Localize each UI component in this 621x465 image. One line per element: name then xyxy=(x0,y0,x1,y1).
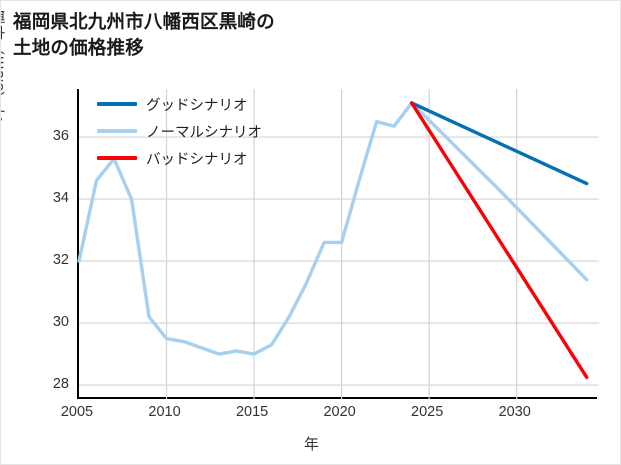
legend-item: グッドシナリオ xyxy=(97,94,262,114)
x-axis-tick-label: 2030 xyxy=(498,404,531,420)
legend-color-swatch xyxy=(97,129,137,133)
x-axis-tick-label: 2010 xyxy=(148,404,181,420)
legend-item: ノーマルシナリオ xyxy=(97,121,262,141)
legend-label: バッドシナリオ xyxy=(146,151,248,168)
x-axis-tick-label: 2005 xyxy=(60,404,94,420)
legend-label: ノーマルシナリオ xyxy=(146,124,262,141)
x-axis-label: 年 xyxy=(303,436,319,453)
y-axis-tick-label: 28 xyxy=(52,376,69,393)
y-axis-tick-label: 36 xyxy=(52,128,69,145)
legend-label: グッドシナリオ xyxy=(146,97,248,114)
y-axis-tick-label: 34 xyxy=(52,190,69,207)
legend-color-swatch xyxy=(97,102,137,106)
x-axis-tick-label: 2015 xyxy=(235,404,269,420)
series-line xyxy=(409,101,589,186)
x-axis-tick-label: 2025 xyxy=(411,404,444,420)
y-axis-tick-label: 30 xyxy=(52,314,69,331)
plot-area xyxy=(77,89,599,399)
page-title: 福岡県北九州市八幡西区黒崎の 土地の価格推移 xyxy=(13,11,275,58)
legend-item: バッドシナリオ xyxy=(97,148,262,168)
x-axis-tick-label: 2020 xyxy=(323,404,356,420)
y-axis-label: 坪（3.3㎡）単価（万円） xyxy=(0,0,7,121)
y-axis-tick-label: 32 xyxy=(52,252,69,269)
series-line xyxy=(77,101,589,356)
chart-legend: グッドシナリオ ノーマルシナリオ バッドシナリオ xyxy=(97,94,262,168)
chart-series xyxy=(77,101,589,379)
legend-color-swatch xyxy=(97,156,137,160)
series-line xyxy=(409,101,589,379)
